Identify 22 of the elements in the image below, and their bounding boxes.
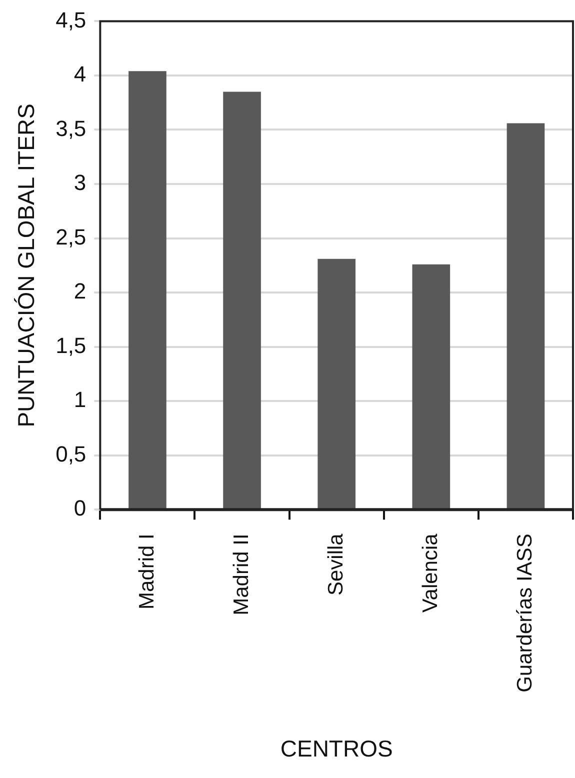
- bar: [412, 264, 450, 509]
- y-tick-label: 0: [74, 496, 86, 521]
- x-axis-title: CENTROS: [280, 736, 393, 762]
- x-tick-label: Madrid II: [230, 534, 253, 616]
- bar: [506, 123, 545, 509]
- y-tick-label: 1,5: [56, 332, 86, 358]
- y-tick-label: 4: [74, 62, 86, 87]
- bar: [318, 258, 356, 509]
- y-axis-title: PUNTUACIÓN GLOBAL ITERS: [13, 104, 40, 428]
- y-tick-label: 0,5: [56, 441, 86, 466]
- y-tick-label: 1: [74, 387, 86, 412]
- y-tick-label: 2: [74, 278, 86, 304]
- bar: [128, 71, 166, 509]
- x-tick-label: Madrid I: [135, 534, 158, 610]
- y-tick-label: 3: [74, 170, 86, 196]
- y-tick-label: 4,5: [56, 7, 86, 32]
- x-tick-label: Guarderías IASS: [514, 534, 537, 692]
- x-tick-label: Sevilla: [324, 533, 348, 596]
- y-tick-label: 2,5: [56, 224, 86, 250]
- bar: [223, 92, 261, 509]
- x-tick-label: Valencia: [418, 533, 442, 613]
- y-tick-label: 3,5: [56, 116, 86, 141]
